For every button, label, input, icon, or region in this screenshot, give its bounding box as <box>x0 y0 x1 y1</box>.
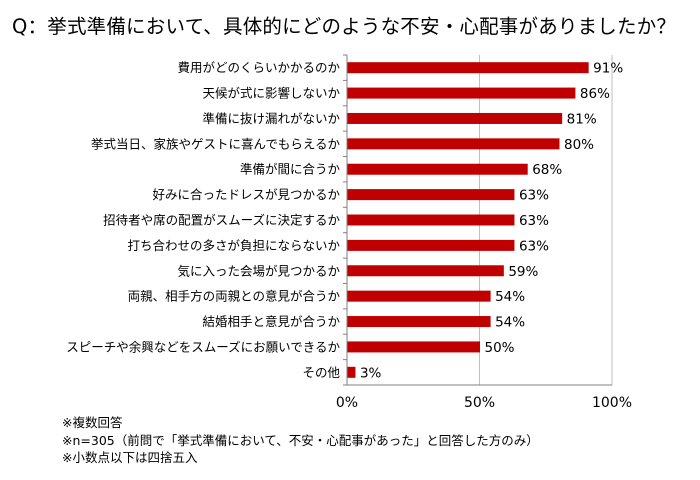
x-tick-label: 50% <box>464 395 495 411</box>
x-tick-labels: 0% 50% 100% <box>336 395 632 411</box>
value-label: 68% <box>532 162 562 178</box>
value-label: 63% <box>519 238 549 254</box>
chart-title: Q：挙式準備において、具体的にどのような不安・心配事がありましたか？ <box>12 15 677 38</box>
bar <box>347 366 356 378</box>
value-label: 91% <box>593 61 623 77</box>
value-label: 80% <box>564 137 594 153</box>
footnote: ※複数回答 <box>62 415 123 430</box>
bar <box>347 62 589 74</box>
value-label: 63% <box>519 213 549 229</box>
footnote: ※小数点以下は四捨五入 <box>62 450 198 465</box>
category-label: 気に入った会場が見つかるか <box>177 263 340 278</box>
category-label: 準備に抜け漏れがないか <box>202 111 340 126</box>
value-labels: 91% 86% 81% 80%68% 63% 63% 63% 59% 54% 54% 50% 3% <box>360 61 623 382</box>
bar <box>347 290 491 302</box>
bar <box>347 316 491 328</box>
category-label: 打ち合わせの多さが負担にならないか <box>127 238 340 253</box>
x-tick-label: 100% <box>592 395 632 411</box>
value-label: 86% <box>580 86 610 102</box>
value-label: 50% <box>485 340 515 356</box>
category-label: 準備が間に合うか <box>240 162 341 177</box>
category-label: 挙式当日、家族やゲストに喜んでもらえるか <box>91 136 341 151</box>
category-label: 両親、相手方の両親との意見が合うか <box>128 289 341 304</box>
value-label: 63% <box>519 188 549 204</box>
value-label: 54% <box>495 315 525 331</box>
bar <box>347 87 576 99</box>
category-label: 招待者や席の配置がスムーズに決定するか <box>103 213 340 228</box>
category-label: スピーチや余興などをスムーズにお願いできるか <box>66 339 340 354</box>
category-label: 天候が式に影響しないか <box>202 86 340 101</box>
value-label: 3% <box>360 365 382 381</box>
value-label: 54% <box>495 289 525 305</box>
category-label: 好みに合ったドレスが見つかるか <box>152 187 340 202</box>
bars <box>347 62 589 378</box>
x-tick-label: 0% <box>336 395 358 411</box>
bar <box>347 239 515 251</box>
footnote: ※n=305（前問で「挙式準備において、不安・心配事があった」と回答した方のみ） <box>62 432 539 448</box>
category-label: その他 <box>302 365 340 380</box>
bar <box>347 265 504 277</box>
bar <box>347 138 560 150</box>
bar <box>347 189 515 201</box>
bar <box>347 214 515 226</box>
value-label: 59% <box>508 264 538 280</box>
category-label: 費用がどのくらいかかるのか <box>177 60 340 75</box>
category-labels: 費用がどのくらいかかるのか天候が式に影響しないか準備に抜け漏れがないか挙式当日、… <box>66 60 340 380</box>
footnotes: ※複数回答 ※n=305（前問で「挙式準備において、不安・心配事があった」と回答… <box>62 414 539 467</box>
bar <box>347 341 480 353</box>
bar <box>347 112 563 124</box>
bar <box>347 163 528 175</box>
category-label: 結婚相手と意見が合うか <box>202 314 340 329</box>
value-label: 81% <box>567 111 597 127</box>
